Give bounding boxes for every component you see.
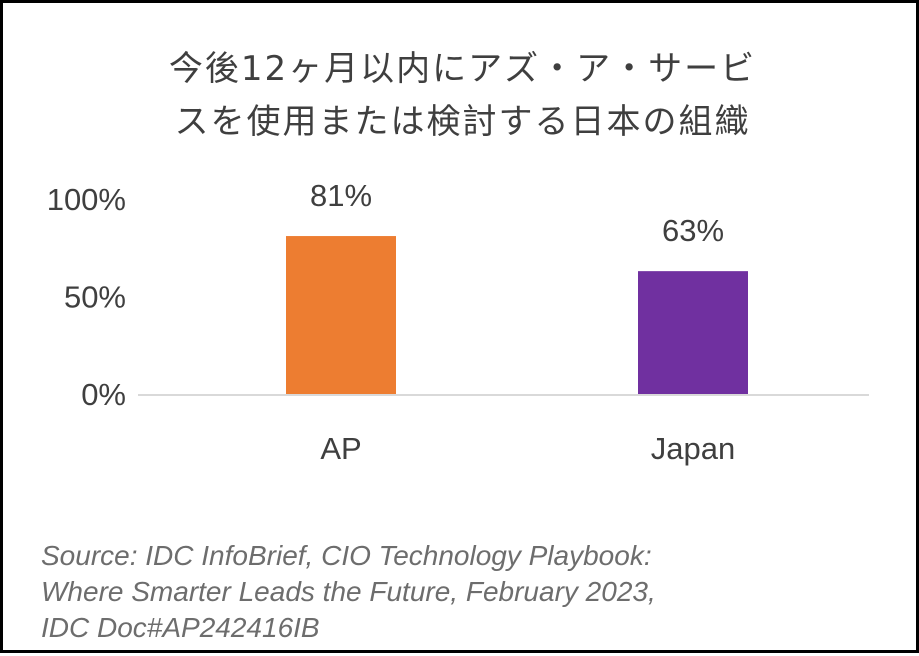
source-line-1: Source: IDC InfoBrief, CIO Technology Pl… bbox=[41, 540, 652, 571]
y-tick-label: 50% bbox=[64, 280, 126, 315]
y-tick-label: 100% bbox=[47, 182, 126, 217]
source-note: Source: IDC InfoBrief, CIO Technology Pl… bbox=[41, 538, 901, 646]
bar-ap bbox=[286, 236, 396, 394]
source-line-3: IDC Doc#AP242416IB bbox=[41, 612, 320, 643]
data-label-japan: 63% bbox=[662, 213, 724, 248]
y-tick-label: 0% bbox=[81, 377, 126, 412]
chart-title: 今後12ヶ月以内にアズ・ア・サービ スを使用または検討する日本の組織 bbox=[43, 43, 882, 149]
bar-japan bbox=[638, 271, 748, 394]
y-axis-ticks: 0% 50% 100% bbox=[47, 182, 126, 412]
bar-chart: 0% 50% 100% 81% 63% AP Japan bbox=[47, 178, 869, 466]
category-label-ap: AP bbox=[320, 431, 361, 466]
chart-title-line-1: 今後12ヶ月以内にアズ・ア・サービ bbox=[168, 49, 757, 89]
category-labels: AP Japan bbox=[320, 431, 735, 466]
chart-title-line-2: スを使用または検討する日本の組織 bbox=[174, 102, 751, 142]
source-line-2: Where Smarter Leads the Future, February… bbox=[41, 576, 656, 607]
category-label-japan: Japan bbox=[651, 431, 735, 466]
data-label-ap: 81% bbox=[310, 178, 372, 213]
bars bbox=[286, 236, 748, 394]
data-labels: 81% 63% bbox=[310, 178, 724, 248]
